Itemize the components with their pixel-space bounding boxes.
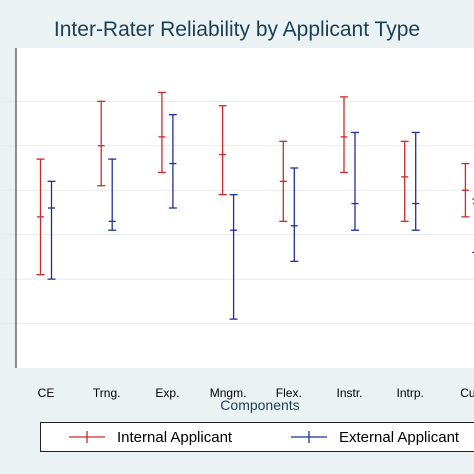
legend-label-internal: Internal Applicant — [117, 428, 233, 446]
x-tick-label: Mngm. — [210, 386, 247, 400]
gridlines — [0, 100, 474, 325]
legend-label-external: External Applicant — [339, 428, 460, 446]
legend-swatch-external — [291, 431, 327, 443]
x-tick-label: Intrp. — [397, 386, 424, 400]
x-tick-label: CE — [38, 386, 55, 400]
x-tick-labels: CE Trng. Exp. Mngm. Flex. Instr. Intrp. Cult — [38, 386, 474, 400]
legend-swatch-internal — [69, 431, 105, 443]
legend-item-external: External Applicant — [287, 423, 459, 451]
x-tick-label: Flex. — [276, 386, 302, 400]
x-tick-label: Instr. — [336, 386, 362, 400]
legend-item-internal: Internal Applicant — [65, 423, 232, 451]
error-bar-marks — [36, 91, 474, 320]
x-axis-label: Components — [220, 397, 299, 413]
x-tick-label: Trng. — [93, 386, 121, 400]
x-tick-label: Cult — [460, 386, 474, 400]
chart-title: Inter-Rater Reliability by Applicant Typ… — [53, 18, 421, 41]
x-tick-label: Exp. — [155, 386, 179, 400]
legend: Internal Applicant External Applicant — [40, 422, 474, 452]
